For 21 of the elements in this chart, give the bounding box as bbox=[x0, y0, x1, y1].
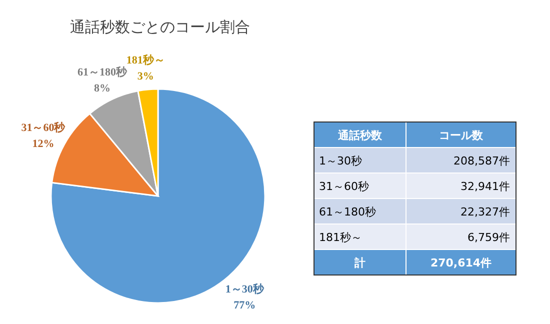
text: 計 bbox=[354, 256, 366, 270]
text: 22,327件 bbox=[460, 205, 510, 218]
slice-label: 61～180秒 bbox=[77, 65, 128, 78]
text: 31～60秒 bbox=[319, 180, 369, 193]
data-label: 12% bbox=[32, 138, 54, 150]
text: 61～180秒 bbox=[319, 205, 376, 218]
text: 1～30秒 bbox=[319, 154, 362, 168]
slice-label: 31～60秒 bbox=[21, 120, 66, 134]
text: 181秒～ bbox=[319, 230, 362, 244]
text: 通話秒数 bbox=[337, 128, 383, 142]
slice-label: 1～30秒 bbox=[225, 282, 265, 296]
text: 6,759件 bbox=[468, 230, 510, 244]
data-label: 77% bbox=[234, 299, 256, 312]
text: 270,614件 bbox=[430, 256, 492, 270]
chart-title: 通話秒数ごとのコール割合 bbox=[70, 18, 250, 36]
text: 32,941件 bbox=[460, 180, 510, 193]
slice-label: 181秒～ bbox=[126, 54, 165, 67]
text: コール数 bbox=[439, 128, 484, 142]
text: 208,587件 bbox=[454, 154, 510, 168]
data-label: 3% bbox=[137, 70, 154, 83]
data-label: 8% bbox=[94, 82, 110, 94]
